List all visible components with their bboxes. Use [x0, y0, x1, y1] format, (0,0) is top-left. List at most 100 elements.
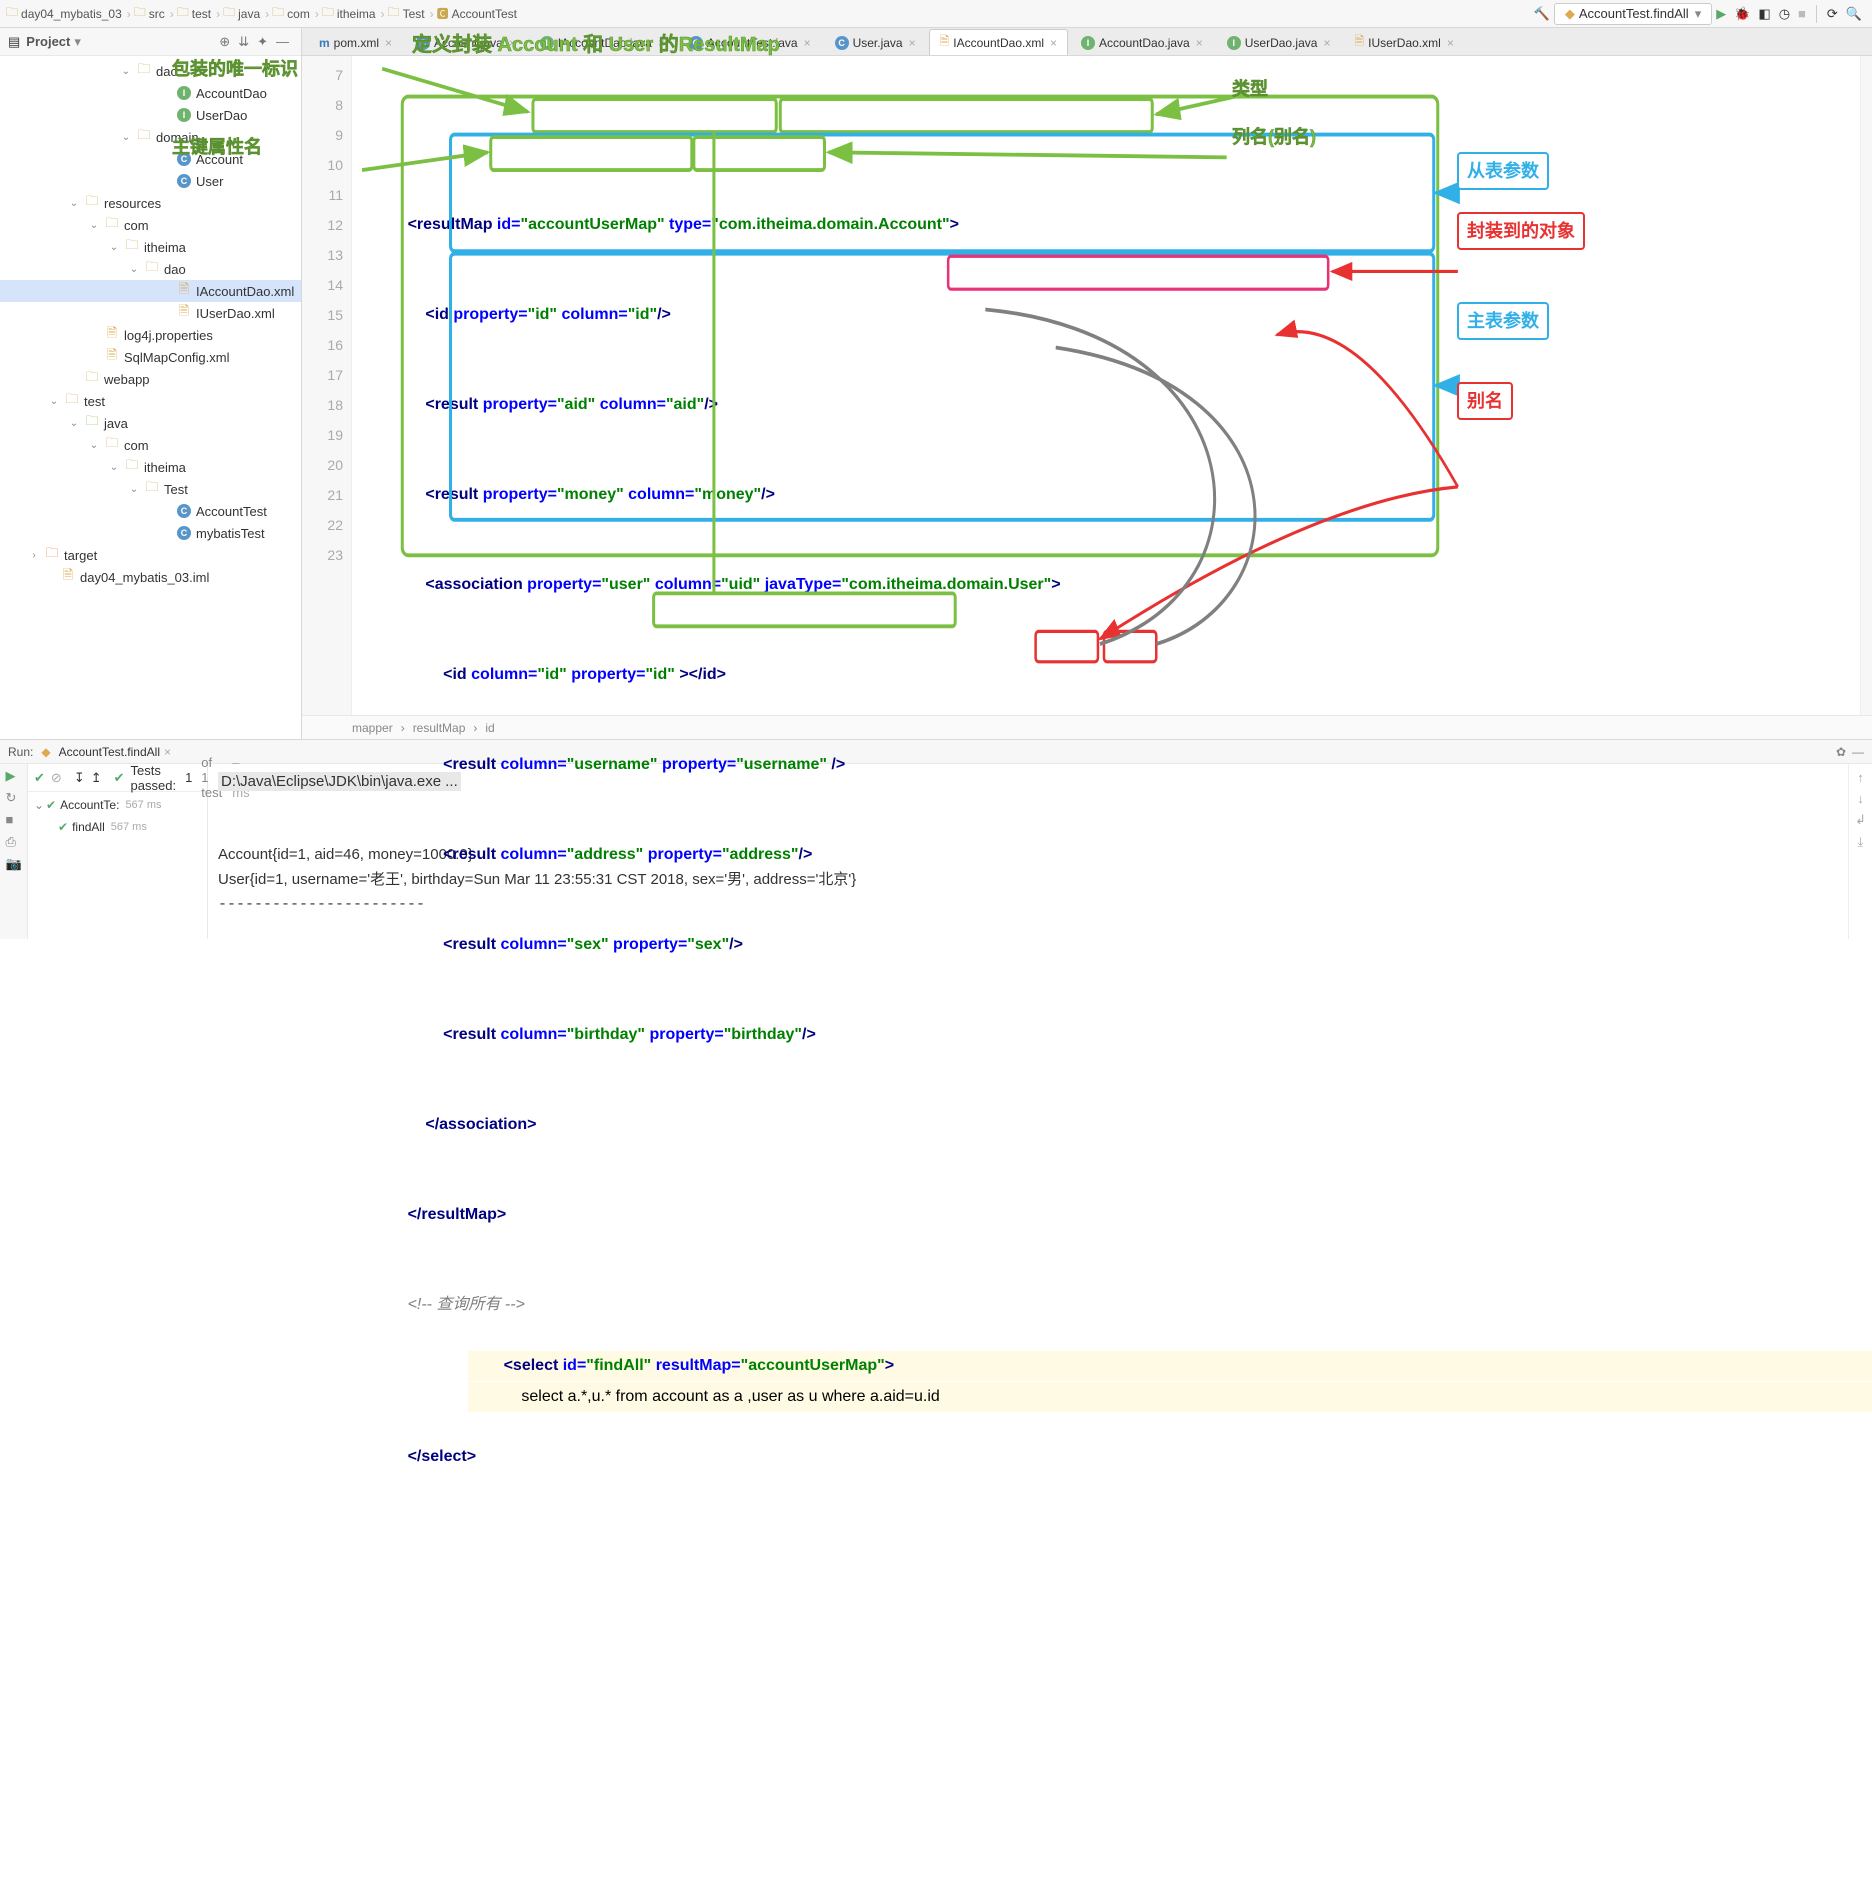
rerun-failed-icon[interactable]: ↻ — [6, 790, 22, 806]
code-line-22: select a.*,u.* from account as a ,user a… — [468, 1382, 1872, 1412]
anno-wrapobj: 封装到的对象 — [1457, 212, 1585, 250]
tree-class-User[interactable]: CUser — [0, 170, 301, 192]
breadcrumb-item[interactable]: ›🗀Test — [378, 3, 425, 24]
sort-icon[interactable]: ↧ — [74, 770, 85, 786]
tree-folder-test[interactable]: ⌄🗀test — [0, 390, 301, 412]
tree-interface-UserDao[interactable]: IUserDao — [0, 104, 301, 126]
code-line-19: </resultMap> — [372, 1200, 1860, 1230]
run-config-label: AccountTest.findAll — [1579, 6, 1689, 21]
code-line-10: <result property="aid" column="aid"/> — [372, 390, 1860, 420]
project-title: Project — [26, 34, 70, 49]
debug-icon[interactable]: 🐞 — [1734, 6, 1750, 22]
tree-folder-itheima2[interactable]: ⌄🗀itheima — [0, 456, 301, 478]
run-title: Run: — [8, 745, 33, 759]
tree-folder-java[interactable]: ⌄🗀java — [0, 412, 301, 434]
annotation-overlay — [352, 56, 1860, 715]
tree-folder-itheima[interactable]: ⌄🗀itheima — [0, 236, 301, 258]
breadcrumb-item[interactable]: 🗀day04_mybatis_03 — [6, 3, 122, 24]
breadcrumb-item[interactable]: ›🅲AccountTest — [427, 5, 517, 22]
editor-tab[interactable]: 🗎IAccountDao.xml× — [929, 29, 1068, 55]
anno-pkprop: 主键属性名 — [172, 132, 262, 162]
collapse-all-icon[interactable]: ⇊ — [238, 34, 249, 50]
code-line-9: <id property="id" column="id"/> — [372, 300, 1860, 330]
code-line-18: </association> — [372, 1110, 1860, 1140]
tree-file-IAccountDao-xml[interactable]: 🗎IAccountDao.xml — [0, 280, 301, 302]
hide-icon[interactable]: — — [276, 34, 289, 49]
test-root-node[interactable]: ⌄ ✔ AccountTe: 567 ms — [28, 794, 207, 816]
anno-title: 定义封装 Account 和 User 的ResultMap — [412, 30, 780, 60]
code-area[interactable]: 7891011121314151617181920212223 <resultM… — [302, 56, 1872, 715]
anno-wrapid: 包装的唯一标识 — [172, 54, 298, 84]
project-view-icon[interactable]: ▤ — [8, 34, 20, 50]
dump-icon[interactable]: ⎙ — [6, 834, 22, 850]
breadcrumb-item[interactable]: ›🗀test — [167, 3, 211, 24]
tree-interface-AccountDao[interactable]: IAccountDao — [0, 82, 301, 104]
editor-pane: mpom.xml×CAccount.java×IIAccountDao.java… — [302, 28, 1872, 739]
code-line-12: <association property="user" column="uid… — [372, 570, 1860, 600]
run-configuration-selector[interactable]: ◆ AccountTest.findAll ▾ — [1554, 3, 1712, 25]
breadcrumb-item[interactable]: ›🗀src — [124, 3, 165, 24]
editor-tab[interactable]: IUserDao.java× — [1216, 29, 1342, 55]
tree-folder-com[interactable]: ⌄🗀com — [0, 214, 301, 236]
code-line-7 — [372, 120, 1860, 150]
anno-maintable: 主表参数 — [1457, 302, 1549, 340]
stop-icon[interactable]: ■ — [1798, 6, 1806, 21]
profile-icon[interactable]: ◷ — [1779, 6, 1790, 22]
run-icon[interactable]: ▶ — [1716, 6, 1726, 22]
toggle-auto-icon[interactable]: ■ — [6, 812, 22, 828]
tree-folder-target[interactable]: ›🗀target — [0, 544, 301, 566]
test-child-node[interactable]: ✔ findAll 567 ms — [28, 816, 207, 838]
rerun-icon[interactable]: ▶ — [6, 768, 22, 784]
marker-stripe — [1860, 56, 1872, 715]
git-update-icon[interactable]: ⟳ — [1827, 6, 1838, 22]
editor-tab[interactable]: CUser.java× — [824, 29, 927, 55]
code-line-15: <result column="address" property="addre… — [372, 840, 1860, 870]
camera-icon[interactable]: 📷 — [6, 856, 22, 872]
test-tree[interactable]: ⌄ ✔ AccountTe: 567 ms ✔ findAll 567 ms — [28, 792, 207, 840]
editor-tab[interactable]: IAccountDao.java× — [1070, 29, 1214, 55]
tree-folder-dao2[interactable]: ⌄🗀dao — [0, 258, 301, 280]
test-results-pane: ✔ ⊘ ↧ ↥ ✔ Tests passed: 1 of 1 test – 56… — [28, 764, 208, 939]
tree-file-iml[interactable]: 🗎day04_mybatis_03.iml — [0, 566, 301, 588]
build-icon[interactable]: 🔨 — [1534, 6, 1550, 22]
project-header: ▤ Project ▾ ⊕ ⇊ ✦ — — [0, 28, 301, 56]
block-icon[interactable]: ⊘ — [51, 770, 62, 786]
coverage-icon[interactable]: ◧ — [1758, 6, 1770, 22]
anno-alias: 别名 — [1457, 382, 1513, 420]
check-icon[interactable]: ✔ — [34, 770, 45, 786]
code-line-17: <result column="birthday" property="birt… — [372, 1020, 1860, 1050]
code-line-21: <select id="findAll" resultMap="accountU… — [468, 1351, 1872, 1381]
pass-icon: ✔ — [114, 770, 125, 786]
code-line-20: <!-- 查询所有 --> — [372, 1290, 1860, 1320]
anno-colalias: 列名(别名) — [1232, 122, 1316, 152]
code-line-8: <resultMap id="accountUserMap" type="com… — [372, 210, 1860, 240]
tree-folder-Test[interactable]: ⌄🗀Test — [0, 478, 301, 500]
settings-icon[interactable]: ✦ — [257, 34, 268, 50]
code-line-14: <result column="username" property="user… — [372, 750, 1860, 780]
anno-fromtable: 从表参数 — [1457, 152, 1549, 190]
expand-icon[interactable]: ↥ — [91, 770, 102, 786]
breadcrumb-bar: 🗀day04_mybatis_03›🗀src›🗀test›🗀java›🗀com›… — [0, 0, 1872, 28]
code-line-11: <result property="money" column="money"/… — [372, 480, 1860, 510]
anno-type: 类型 — [1232, 74, 1268, 104]
code-content[interactable]: <resultMap id="accountUserMap" type="com… — [352, 56, 1860, 715]
scroll-from-source-icon[interactable]: ⊕ — [219, 34, 230, 50]
breadcrumb-item[interactable]: ›🗀itheima — [312, 3, 376, 24]
test-toolbar: ✔ ⊘ ↧ ↥ ✔ Tests passed: 1 of 1 test – 56… — [28, 764, 207, 792]
tree-folder-com2[interactable]: ⌄🗀com — [0, 434, 301, 456]
tree-file-IUserDao-xml[interactable]: 🗎IUserDao.xml — [0, 302, 301, 324]
breadcrumb-item[interactable]: ›🗀java — [213, 3, 260, 24]
code-line-13: <id column="id" property="id" ></id> — [372, 660, 1860, 690]
tree-file-log4j[interactable]: 🗎log4j.properties — [0, 324, 301, 346]
tree-folder-resources[interactable]: ⌄🗀resources — [0, 192, 301, 214]
breadcrumb-item[interactable]: ›🗀com — [262, 3, 310, 24]
tree-folder-webapp[interactable]: 🗀webapp — [0, 368, 301, 390]
editor-tab[interactable]: 🗎IUserDao.xml× — [1343, 29, 1464, 55]
line-gutter: 7891011121314151617181920212223 — [302, 56, 352, 715]
tree-class-AccountTest[interactable]: CAccountTest — [0, 500, 301, 522]
search-icon[interactable]: 🔍 — [1846, 6, 1862, 22]
editor-tab[interactable]: mpom.xml× — [308, 29, 403, 55]
tree-class-mybatisTest[interactable]: CmybatisTest — [0, 522, 301, 544]
run-tab[interactable]: AccountTest.findAll — [59, 745, 160, 759]
tree-file-sqlmapconfig[interactable]: 🗎SqlMapConfig.xml — [0, 346, 301, 368]
